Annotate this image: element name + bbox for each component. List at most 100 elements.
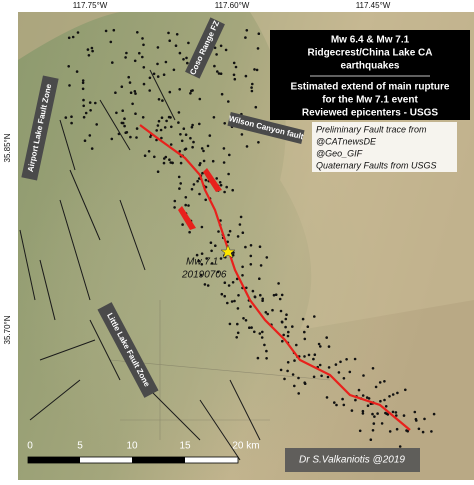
epicenter-dot xyxy=(249,305,252,308)
epicenter-dot xyxy=(124,131,127,134)
epicenter-dot xyxy=(159,128,163,132)
epicenter-dot xyxy=(136,31,139,34)
epicenter-dot xyxy=(266,312,270,316)
epicenter-dot xyxy=(148,89,151,92)
epicenter-dot xyxy=(383,380,386,383)
epicenter-dot xyxy=(228,322,232,326)
epicenter-date: 20190706 xyxy=(181,270,227,281)
epicenter-dot xyxy=(156,62,159,66)
epicenter-dot xyxy=(395,414,398,417)
epicenter-dot xyxy=(361,394,365,397)
epicenter-dot xyxy=(187,41,190,45)
epicenter-dot xyxy=(373,415,376,418)
scale-bar xyxy=(27,456,239,464)
epicenter-dot xyxy=(238,223,242,226)
rupture-trace xyxy=(139,124,411,431)
epicenter-dot xyxy=(104,29,108,33)
longitude-label: 117.45°W xyxy=(356,1,391,10)
epicenter-dot xyxy=(123,117,126,120)
epicenter-dot xyxy=(282,333,286,337)
epicenter-dot xyxy=(265,256,269,259)
epicenter-dot xyxy=(195,253,199,257)
epicenter-dot xyxy=(111,61,114,64)
epicenter-dot xyxy=(255,68,259,72)
epicenter-dot xyxy=(251,82,254,86)
scale-label: 5 xyxy=(77,441,83,452)
epicenter-dot xyxy=(421,430,425,434)
epicenter-dot xyxy=(156,46,160,49)
epicenter-dot xyxy=(75,70,79,73)
epicenter-dot xyxy=(179,161,183,165)
epicenter-dot xyxy=(245,145,249,148)
epicenter-dot xyxy=(160,136,163,140)
epicenter-dot xyxy=(141,55,144,59)
scale-label: 0 xyxy=(27,441,33,452)
epicenter-dot xyxy=(254,105,258,109)
epicenter-dot xyxy=(306,325,310,329)
epicenter-dot xyxy=(372,422,376,425)
epicenter-dot xyxy=(127,75,130,79)
epicenter-dot xyxy=(220,92,224,96)
epicenter-dot xyxy=(404,388,407,392)
legend-line: Preliminary Fault trace from xyxy=(316,124,427,134)
epicenter-dot xyxy=(213,64,216,68)
epicenter-dot xyxy=(89,109,92,112)
epicenter-dot xyxy=(143,154,147,157)
epicenter-dot xyxy=(249,263,253,266)
epicenter-dot xyxy=(162,73,166,76)
epicenter-dot xyxy=(362,374,365,377)
epicenter-dot xyxy=(215,177,218,180)
epicenter-dot xyxy=(241,231,245,234)
epicenter-dot xyxy=(83,139,87,142)
latitude-label: 35.70°N xyxy=(3,315,12,344)
epicenter-dot xyxy=(357,388,361,392)
epicenter-dot xyxy=(244,245,247,249)
epicenter-dot xyxy=(307,353,311,357)
epicenter-dot xyxy=(297,376,300,380)
epicenter-dot xyxy=(235,277,239,281)
scale-label: 15 xyxy=(179,441,191,452)
epicenter-dot xyxy=(353,357,357,361)
epicenter-dot xyxy=(250,86,253,89)
epicenter-dot xyxy=(157,98,161,101)
epicenter-dot xyxy=(261,297,265,301)
epicenter-dot xyxy=(70,121,73,125)
epicenter-dot xyxy=(192,140,195,144)
epicenter-dot xyxy=(198,163,201,167)
epicenter-dot xyxy=(228,229,232,233)
epicenter-dot xyxy=(283,377,286,381)
epicenter-dot xyxy=(218,181,222,184)
epicenter-dot xyxy=(171,161,174,165)
epicenter-dot xyxy=(184,133,188,136)
epicenter-dot xyxy=(167,31,170,35)
epicenter-dot xyxy=(128,81,132,84)
epicenter-dot xyxy=(135,136,138,139)
epicenter-dot xyxy=(415,419,418,422)
epicenter-dot xyxy=(179,133,182,136)
epicenter-dot xyxy=(280,293,284,297)
epicenter-dot xyxy=(216,270,220,274)
epicenter-dot xyxy=(361,412,365,415)
epicenter-dot xyxy=(242,317,245,320)
epicenter-dot xyxy=(320,374,323,378)
epicenter-dot xyxy=(156,170,160,173)
epicenter-dot xyxy=(71,35,75,39)
epicenter-dot xyxy=(129,91,133,94)
epicenter-dot xyxy=(313,315,316,318)
epicenter-dot xyxy=(333,401,336,404)
epicenter-dot xyxy=(303,381,307,385)
epicenter-dot xyxy=(241,274,244,277)
epicenter-dot xyxy=(88,134,92,137)
epicenter-dot xyxy=(67,36,71,40)
epicenter-dot xyxy=(284,317,288,321)
epicenter-dot xyxy=(178,150,182,153)
epicenter-dot xyxy=(244,319,248,322)
epicenter-dot xyxy=(168,158,171,161)
epicenter-dot xyxy=(256,47,260,50)
epicenter-dot xyxy=(173,206,176,209)
epicenter-dot xyxy=(177,175,181,179)
credit-box xyxy=(285,448,420,472)
epicenter-dot xyxy=(319,345,322,348)
epicenter-dot xyxy=(70,115,73,118)
